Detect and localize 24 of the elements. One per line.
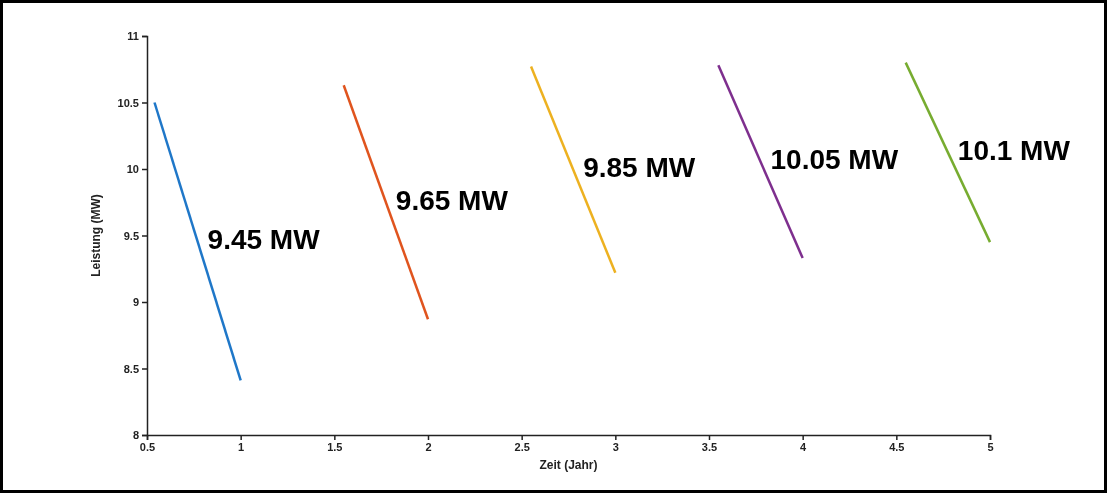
x-tick-label: 3 bbox=[612, 440, 619, 453]
series-label: 9.45 MW bbox=[207, 223, 321, 255]
series-label: 10.1 MW bbox=[957, 134, 1071, 166]
series-label: 10.05 MW bbox=[770, 144, 899, 176]
x-tick-label: 2 bbox=[425, 440, 432, 453]
y-axis-title: Leistung (MW) bbox=[89, 194, 103, 277]
x-tick-label: 3.5 bbox=[701, 440, 718, 453]
y-tick-label: 10 bbox=[126, 163, 139, 176]
x-tick-label: 1 bbox=[238, 440, 245, 453]
y-tick-label: 8 bbox=[132, 429, 139, 442]
x-tick-label: 2.5 bbox=[514, 440, 530, 453]
series-label: 9.85 MW bbox=[583, 152, 696, 184]
series-label: 9.65 MW bbox=[395, 184, 509, 216]
y-tick-label: 10.5 bbox=[117, 96, 139, 109]
y-tick-label: 9.5 bbox=[123, 229, 139, 242]
x-tick-label: 4 bbox=[800, 440, 808, 453]
y-tick-label: 8.5 bbox=[123, 362, 139, 375]
x-tick-label: 1.5 bbox=[327, 440, 343, 453]
x-tick-label: 4.5 bbox=[889, 440, 905, 453]
x-tick-label: 0.5 bbox=[139, 440, 156, 453]
x-tick-label: 5 bbox=[987, 440, 994, 453]
y-tick-label: 9 bbox=[132, 296, 139, 309]
x-axis-title: Zeit (Jahr) bbox=[539, 458, 598, 472]
y-tick-label: 11 bbox=[127, 30, 139, 43]
